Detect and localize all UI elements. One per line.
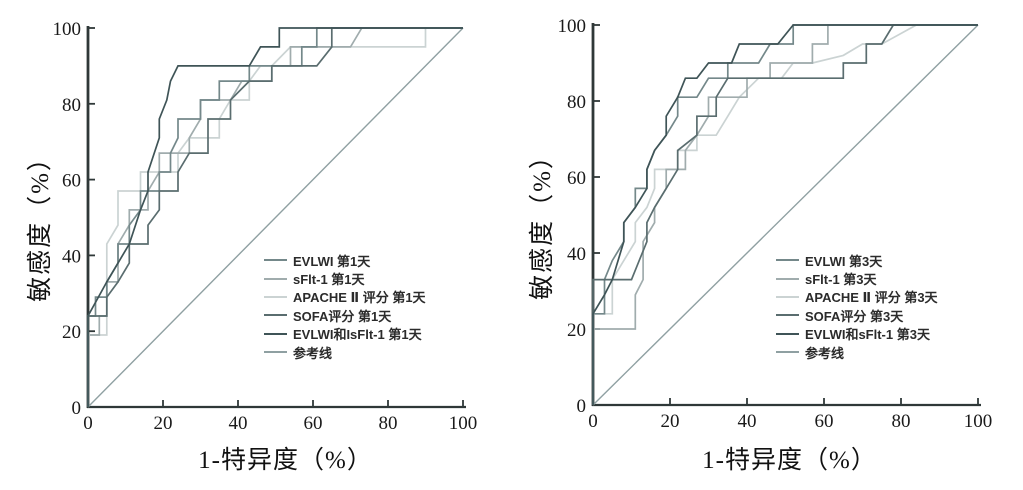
y-axis-label-day1: 敏感度（%） bbox=[27, 144, 54, 302]
legend-label: sFlt-1 第3天 bbox=[805, 272, 877, 288]
legend-item: APACHE Ⅱ 评分 第1天 bbox=[264, 288, 426, 306]
y-tick-label: 60 bbox=[567, 168, 586, 189]
legend-item: sFlt-1 第1天 bbox=[264, 269, 426, 287]
x-tick-label: 80 bbox=[892, 411, 911, 432]
roc-curve bbox=[87, 27, 463, 407]
legend-line-swatch bbox=[776, 259, 799, 262]
x-tick-label: 100 bbox=[449, 413, 478, 434]
roc-chart-day1: 0 20 40 60 80 100 0 20 40 60 80 100 敏感度（%） 1-特异度（%）… bbox=[0, 0, 511, 490]
legend-label: APACHE Ⅱ 评分 第3天 bbox=[805, 290, 938, 306]
legend-label: EVLWI 第3天 bbox=[805, 253, 883, 269]
y-tick-label: 100 bbox=[53, 19, 82, 40]
legend-day1: EVLWI 第1天 sFlt-1 第1天 APACHE Ⅱ 评分 第1天 SOFA评分… bbox=[264, 251, 426, 361]
legend-line-swatch bbox=[264, 314, 287, 317]
legend-item: 参考线 bbox=[776, 343, 938, 361]
legend-line-swatch bbox=[776, 332, 799, 335]
x-tick-label: 60 bbox=[304, 413, 323, 434]
roc-curve bbox=[87, 27, 463, 407]
legend-line-swatch bbox=[264, 259, 287, 262]
legend-label: EVLWI和sFlt-1 第3天 bbox=[805, 327, 930, 343]
y-tick-label: 80 bbox=[567, 92, 586, 113]
legend-item: SOFA评分 第1天 bbox=[264, 306, 426, 324]
roc-curve bbox=[87, 27, 463, 407]
legend-item: SOFA评分 第3天 bbox=[776, 306, 938, 324]
legend-line-swatch bbox=[264, 277, 287, 280]
y-tick-label: 0 bbox=[577, 396, 587, 417]
x-tick-label: 40 bbox=[738, 411, 757, 432]
x-tick-label: 100 bbox=[964, 411, 993, 432]
legend-line-swatch bbox=[776, 314, 799, 317]
legend-label: EVLWI和IsFlt-1 第1天 bbox=[293, 327, 422, 343]
y-tick-label: 40 bbox=[567, 244, 586, 265]
legend-item: EVLWI和IsFlt-1 第1天 bbox=[264, 325, 426, 343]
legend-line-swatch bbox=[264, 332, 287, 335]
legend-line-swatch bbox=[264, 351, 287, 354]
y-tick-label: 40 bbox=[62, 246, 81, 267]
legend-label: 参考线 bbox=[805, 345, 845, 361]
legend-item: sFlt-1 第3天 bbox=[776, 269, 938, 287]
x-axis-label-day3: 1-特异度（%） bbox=[702, 447, 877, 474]
roc-curve bbox=[592, 24, 978, 405]
legend-label: SOFA评分 第3天 bbox=[805, 308, 904, 324]
x-tick-label: 20 bbox=[661, 411, 680, 432]
legend-item: 参考线 bbox=[264, 343, 426, 361]
legend-item: APACHE Ⅱ 评分 第3天 bbox=[776, 288, 938, 306]
x-tick-label: 80 bbox=[379, 413, 398, 434]
legend-item: EVLWI 第3天 bbox=[776, 251, 938, 269]
x-tick-label: 0 bbox=[83, 413, 93, 434]
y-tick-label: 60 bbox=[62, 171, 81, 192]
reference-line bbox=[592, 24, 979, 406]
legend-label: sFlt-1 第1天 bbox=[293, 272, 365, 288]
reference-line bbox=[87, 27, 464, 408]
roc-plot-day1: 0 20 40 60 80 100 0 20 40 60 80 100 bbox=[53, 19, 478, 434]
legend-line-swatch bbox=[264, 295, 287, 298]
legend-label: SOFA评分 第1天 bbox=[293, 308, 392, 324]
legend-item: EVLWI 第1天 bbox=[264, 251, 426, 269]
x-tick-label: 0 bbox=[588, 411, 598, 432]
roc-curve bbox=[592, 24, 978, 405]
y-tick-label: 80 bbox=[62, 95, 81, 116]
roc-curve bbox=[592, 24, 978, 405]
y-tick-label: 100 bbox=[558, 16, 587, 37]
x-tick-label: 60 bbox=[815, 411, 834, 432]
roc-plot-day3: 0 20 40 60 80 100 0 20 40 60 80 100 bbox=[558, 16, 993, 432]
roc-chart-day3: 0 20 40 60 80 100 0 20 40 60 80 100 敏感度（%） 1-特异度（%）… bbox=[512, 0, 1023, 490]
legend-item: EVLWI和sFlt-1 第3天 bbox=[776, 325, 938, 343]
legend-line-swatch bbox=[776, 277, 799, 280]
x-axis-label-day1: 1-特异度（%） bbox=[198, 447, 373, 474]
y-tick-label: 0 bbox=[72, 398, 82, 419]
legend-day3: EVLWI 第3天 sFlt-1 第3天 APACHE Ⅱ 评分 第3天 SOFA评分… bbox=[776, 251, 938, 361]
y-tick-label: 20 bbox=[567, 320, 586, 341]
x-tick-label: 20 bbox=[154, 413, 173, 434]
y-tick-label: 20 bbox=[62, 322, 81, 343]
legend-line-swatch bbox=[776, 295, 799, 298]
legend-label: EVLWI 第1天 bbox=[293, 253, 371, 269]
x-tick-label: 40 bbox=[229, 413, 248, 434]
legend-label: APACHE Ⅱ 评分 第1天 bbox=[293, 290, 426, 306]
roc-curve bbox=[592, 24, 978, 405]
legend-label: 参考线 bbox=[293, 345, 333, 361]
legend-line-swatch bbox=[776, 351, 799, 354]
y-axis-label-day3: 敏感度（%） bbox=[529, 142, 556, 300]
